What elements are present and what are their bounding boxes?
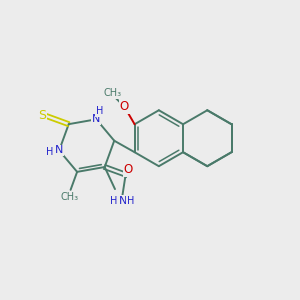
Text: S: S bbox=[38, 109, 46, 122]
Text: N: N bbox=[55, 146, 63, 155]
Text: CH₃: CH₃ bbox=[104, 88, 122, 98]
Text: H: H bbox=[46, 147, 53, 157]
Text: H: H bbox=[96, 106, 103, 116]
Text: N: N bbox=[119, 196, 127, 206]
Text: H: H bbox=[110, 196, 118, 206]
Text: N: N bbox=[92, 114, 100, 124]
Text: O: O bbox=[124, 163, 133, 176]
Text: H: H bbox=[127, 196, 134, 206]
Text: CH₃: CH₃ bbox=[60, 192, 78, 202]
Text: O: O bbox=[120, 100, 129, 113]
